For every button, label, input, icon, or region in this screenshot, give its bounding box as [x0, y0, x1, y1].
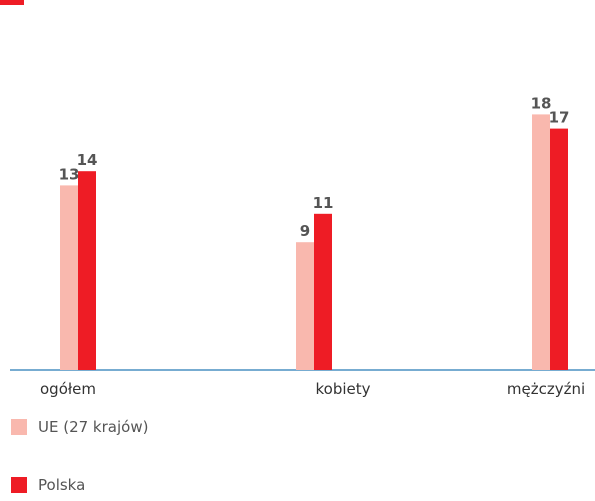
legend-label-ue: UE (27 krajów) — [38, 418, 149, 436]
bar-polska-2 — [550, 128, 568, 370]
legend-label-polska: Polska — [38, 476, 86, 494]
bar-ue-27-kraj-w-2 — [532, 114, 550, 371]
bar-polska-1 — [314, 213, 332, 370]
data-label-polska-0: 14 — [77, 151, 98, 169]
bar-polska-0 — [78, 171, 96, 370]
legend-item-polska: Polska — [11, 476, 85, 494]
legend-item-ue: UE (27 krajów) — [11, 418, 148, 436]
legend-swatch-polska — [11, 477, 27, 493]
data-label-polska-2: 17 — [549, 109, 570, 127]
x-tick-label-2: mężczyźni — [507, 380, 585, 398]
data-label-ue-27-kraj-w-1: 9 — [300, 222, 310, 240]
data-label-polska-1: 11 — [313, 194, 334, 212]
top-accent-bar — [0, 0, 24, 5]
x-tick-label-0: ogółem — [40, 380, 96, 398]
data-label-ue-27-kraj-w-0: 13 — [59, 165, 80, 183]
x-tick-label-1: kobiety — [315, 380, 370, 398]
bar-ue-27-kraj-w-1 — [296, 242, 314, 370]
data-label-ue-27-kraj-w-2: 18 — [531, 94, 552, 112]
bar-ue-27-kraj-w-0 — [60, 185, 78, 370]
legend-swatch-ue — [11, 419, 27, 435]
